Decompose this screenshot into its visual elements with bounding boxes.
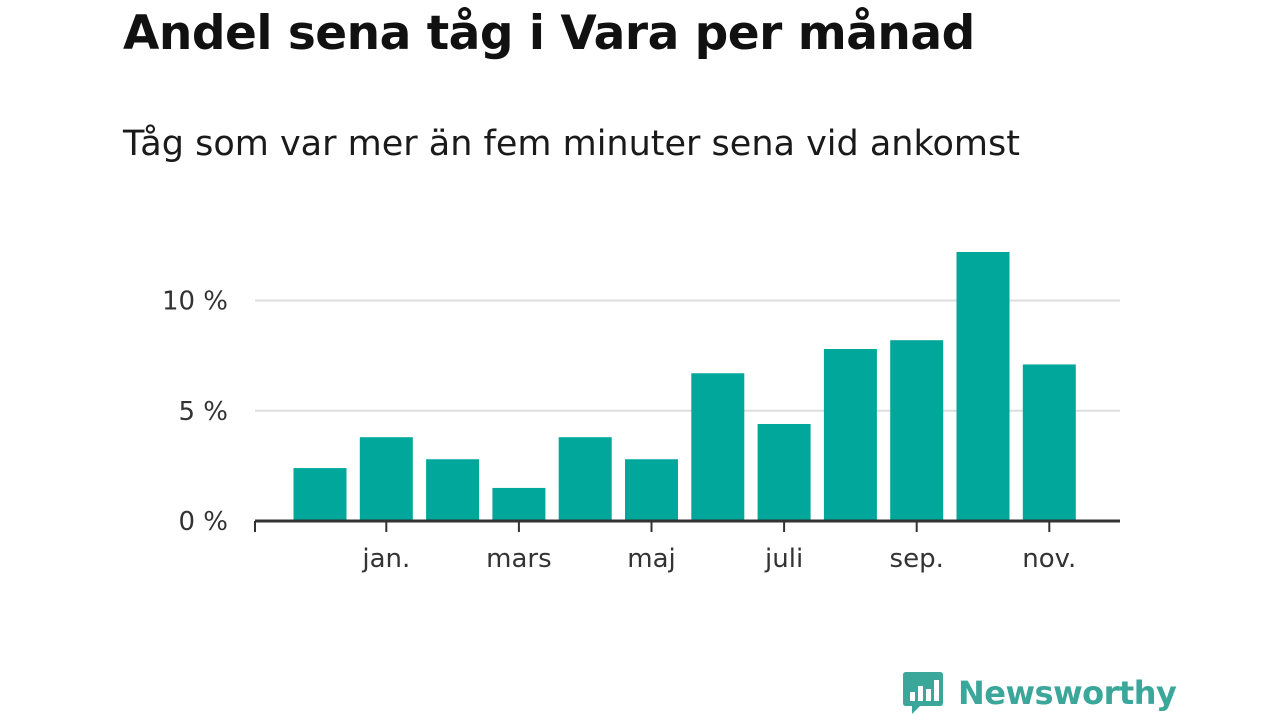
y-tick-label: 10 % [162, 287, 228, 317]
x-axis-ticks: jan. mars maj juli sep. nov. [361, 544, 1076, 574]
bar [293, 468, 347, 521]
bar [492, 487, 546, 521]
bar [359, 437, 413, 521]
x-tick-label: mars [486, 544, 552, 574]
bar [956, 252, 1010, 521]
bar [757, 423, 811, 521]
bar [823, 349, 877, 521]
chart-subtitle: Tåg som var mer än fem minuter sena vid … [123, 124, 1020, 164]
bar [1022, 364, 1076, 521]
x-tick-label: sep. [890, 544, 944, 574]
x-tick-label: juli [764, 544, 803, 574]
bar-chart: 0 % 5 % 10 % jan. mars maj juli sep. nov. [162, 252, 1120, 574]
x-tick-label: jan. [361, 544, 410, 574]
bar [691, 373, 745, 521]
bar [558, 437, 612, 521]
x-axis [254, 519, 1120, 532]
brand-name: Newsworthy [958, 674, 1177, 712]
bars [293, 252, 1076, 521]
bar [426, 459, 480, 521]
y-tick-label: 0 % [178, 507, 228, 537]
x-tick-label: maj [627, 544, 675, 574]
x-tick-label: nov. [1022, 544, 1076, 574]
y-tick-label: 5 % [178, 397, 228, 427]
brand-logo: Newsworthy [902, 670, 1177, 716]
chart-title: Andel sena tåg i Vara per månad [123, 6, 975, 61]
y-axis-ticks: 0 % 5 % 10 % [162, 287, 228, 537]
bar [625, 459, 678, 521]
bar-chart-speech-bubble-icon [903, 672, 943, 714]
bar [890, 340, 944, 521]
